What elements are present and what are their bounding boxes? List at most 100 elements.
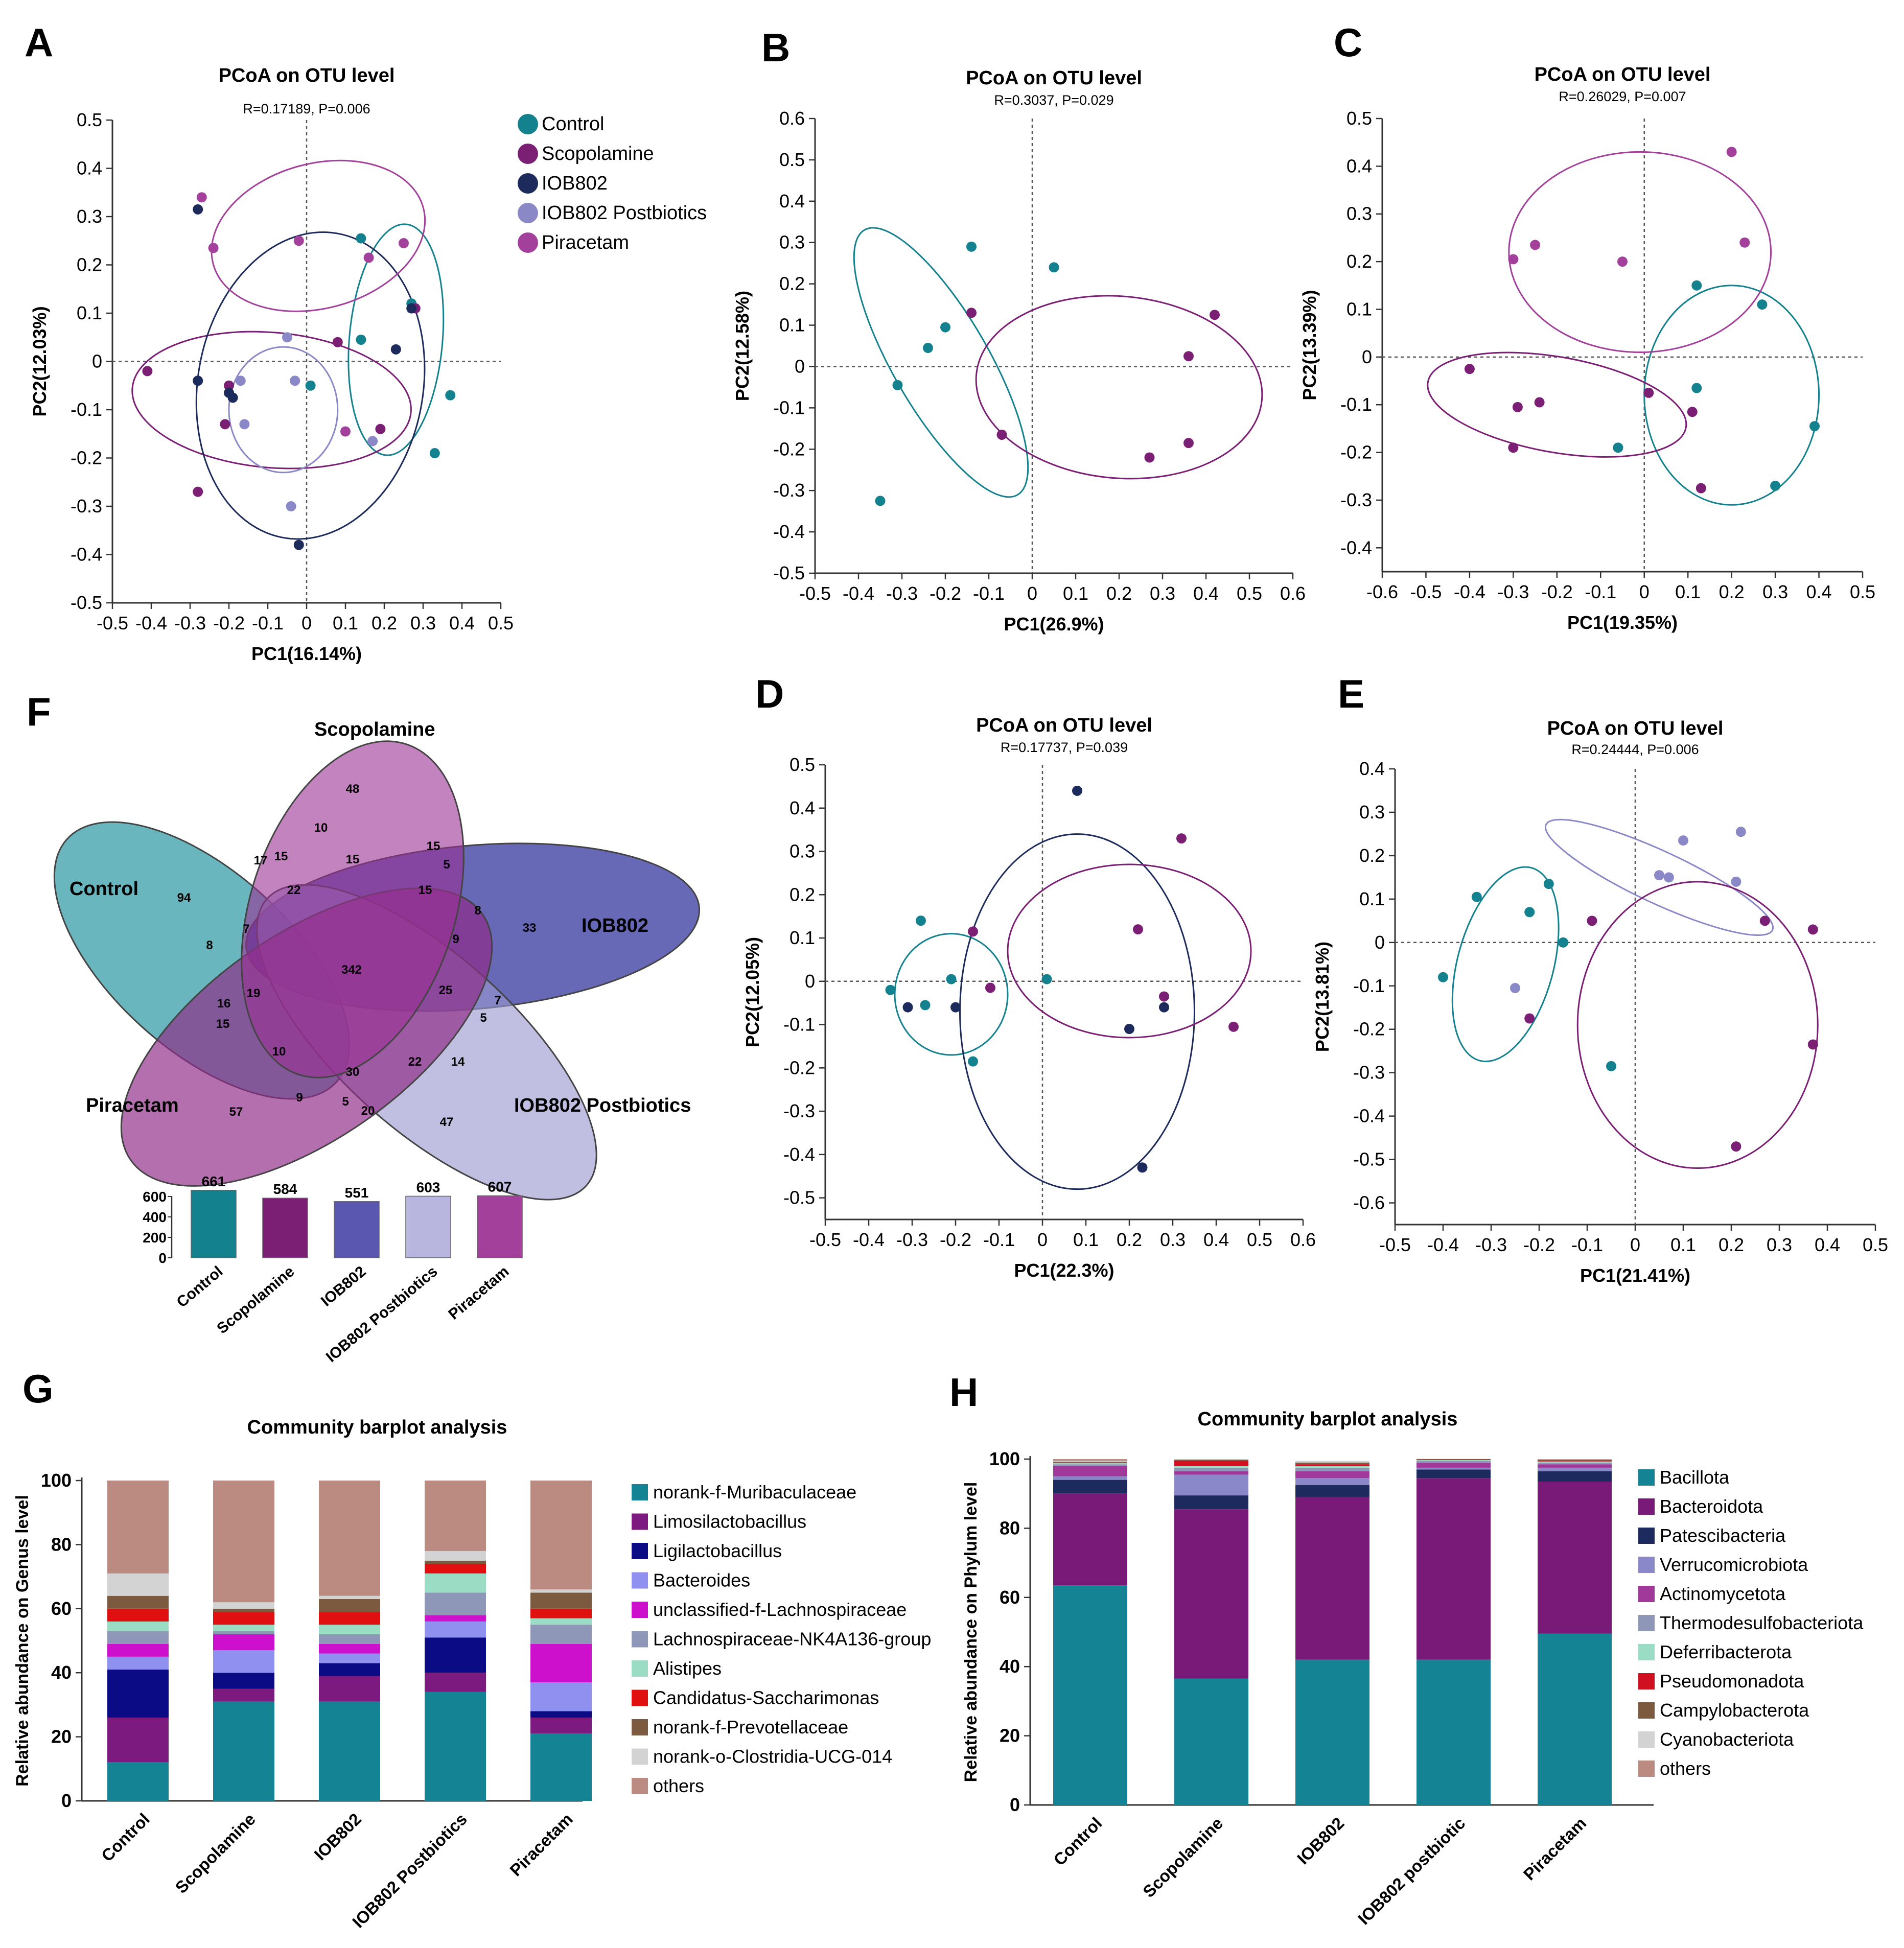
stacked-bar-segment <box>1295 1478 1369 1485</box>
legend-swatch <box>632 1543 648 1559</box>
y-tick-label: 20 <box>51 1726 72 1747</box>
stacked-bar-segment <box>107 1644 169 1657</box>
stacked-bar-segment <box>425 1551 486 1561</box>
data-point <box>968 926 978 937</box>
stacked-bar-segment <box>530 1711 592 1718</box>
stacked-bar-segment <box>1295 1466 1369 1468</box>
legend-label: Actinomycetota <box>1660 1583 1786 1604</box>
plot-title: PCoA on OTU level <box>1535 64 1711 85</box>
x-tick-label: 0 <box>1037 1229 1048 1250</box>
stacked-bar-segment <box>1053 1585 1127 1805</box>
stacked-bar-segment <box>319 1595 380 1599</box>
stacked-bar-segment <box>1053 1461 1127 1462</box>
stacked-bar-segment <box>1295 1464 1369 1466</box>
y-tick-label: 0.4 <box>779 191 805 212</box>
y-tick-label: 0.1 <box>1359 888 1385 909</box>
stacked-bar-segment <box>213 1650 274 1673</box>
y-tick-label: 60 <box>51 1598 72 1619</box>
stacked-bar-segment <box>1538 1459 1612 1460</box>
data-point <box>367 436 378 447</box>
stacked-bar-segment <box>213 1634 274 1651</box>
data-point <box>1228 1021 1239 1032</box>
data-point <box>305 380 316 391</box>
y-tick-label: 0.5 <box>1346 108 1372 129</box>
y-tick-label: 100 <box>41 1470 72 1491</box>
legend-swatch <box>632 1572 648 1589</box>
y-tick-label: 0.3 <box>1346 203 1372 224</box>
y-tick-label: 0.2 <box>1346 251 1372 272</box>
stacked-bar-segment <box>425 1564 486 1574</box>
data-point <box>1606 1061 1616 1071</box>
stacked-bar-segment <box>107 1595 169 1609</box>
stacked-bar-segment <box>530 1644 592 1683</box>
data-point <box>239 419 250 430</box>
data-point <box>1739 237 1750 248</box>
confidence-ellipse <box>131 331 412 470</box>
stacked-bar-segment <box>425 1481 486 1551</box>
data-point <box>224 387 234 398</box>
venn-label-piracetam: Piracetam <box>86 1095 179 1116</box>
data-point <box>1617 256 1628 267</box>
x-tick-label: -0.4 <box>1427 1234 1459 1255</box>
legend-label: IOB802 Postbiotics <box>542 202 707 224</box>
stacked-bar-segment <box>319 1612 380 1625</box>
stacked-bar-segment <box>425 1573 486 1593</box>
x-category-label: Scopolamine <box>1139 1814 1226 1901</box>
stacked-bar-segment <box>1538 1461 1612 1463</box>
bar-value-label: 661 <box>202 1174 226 1189</box>
legend-label: Campylobacterota <box>1660 1700 1809 1721</box>
stacked-bar-segment <box>1538 1467 1612 1471</box>
x-tick-label: 0.5 <box>1247 1229 1272 1250</box>
legend-label: Thermodesulfobacteriota <box>1660 1612 1864 1633</box>
stacked-bar-segment <box>213 1625 274 1631</box>
x-tick-label: 0 <box>1027 583 1037 604</box>
data-point <box>1159 1002 1169 1013</box>
panel-label-b: B <box>761 25 790 70</box>
y-tick-label: 0.1 <box>779 315 805 336</box>
bar-tick-label: 200 <box>143 1230 167 1246</box>
y-tick-label: 0.2 <box>77 254 102 275</box>
data-point <box>985 982 995 993</box>
y-tick-label: 0.2 <box>779 273 805 294</box>
stacked-bar-segment <box>1053 1459 1127 1461</box>
venn-region-count: 15 <box>216 1017 230 1031</box>
data-point <box>920 1000 931 1011</box>
x-tick-label: 0.3 <box>1160 1229 1186 1250</box>
data-point <box>902 1002 913 1013</box>
legend-label: Limosilactobacillus <box>653 1511 806 1532</box>
data-point <box>1809 421 1820 432</box>
y-tick-label: 0.1 <box>77 302 102 323</box>
x-category-label: IOB802 postbiotic <box>1354 1814 1469 1929</box>
y-tick-label: 0.5 <box>779 149 805 170</box>
y-tick-label: -0.4 <box>1340 537 1372 558</box>
phylum-barplot: Community barplot analysis 100 80 60 40 20 0 Re… <box>961 1409 1864 1928</box>
venn-region-count: 25 <box>439 983 453 997</box>
venn-region-count: 48 <box>346 782 360 796</box>
data-point <box>1731 1141 1742 1152</box>
x-category-label: Control <box>1050 1814 1105 1869</box>
venn-region-count: 9 <box>296 1091 303 1105</box>
stacked-bar-segment <box>1295 1471 1369 1478</box>
x-tick-label: 0.3 <box>410 613 436 633</box>
legend-swatch <box>1638 1731 1655 1748</box>
legend-label: others <box>1660 1758 1711 1779</box>
legend-swatch <box>632 1689 648 1706</box>
stacked-bar-segment <box>319 1653 380 1663</box>
y-tick-label: 0.3 <box>790 841 815 862</box>
y-axis-label: PC2(13.39%) <box>1299 290 1320 400</box>
data-point <box>390 344 401 355</box>
legend-swatch <box>632 1602 648 1618</box>
data-point <box>1530 240 1541 250</box>
plot-title: PCoA on OTU level <box>219 65 395 86</box>
venn-size-bar <box>334 1201 380 1258</box>
y-tick-label: 0.1 <box>1346 298 1372 319</box>
data-point <box>235 375 246 386</box>
stacked-bar-segment <box>319 1644 380 1654</box>
stacked-bar-segment <box>530 1733 592 1801</box>
stacked-bar-segment <box>1295 1485 1369 1497</box>
x-tick-label: -0.5 <box>97 613 128 633</box>
venn-region-count: 8 <box>474 904 481 918</box>
x-axis-label: PC1(26.9%) <box>1004 614 1104 635</box>
data-point <box>1159 991 1169 1002</box>
